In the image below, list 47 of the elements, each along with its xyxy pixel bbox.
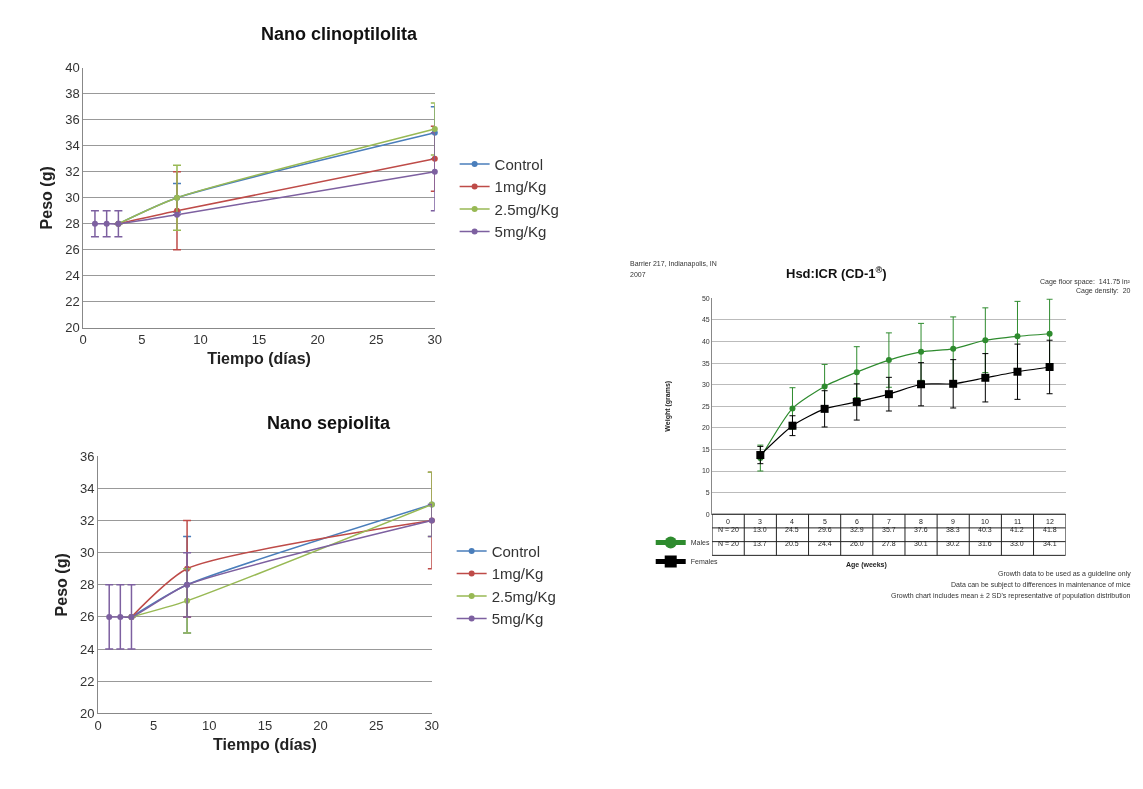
y-tick-label: 32 xyxy=(65,164,80,180)
y-tick-label: 24 xyxy=(80,641,95,657)
x-tick-label: 20 xyxy=(310,332,325,348)
y-tick-label: 24 xyxy=(65,268,80,284)
y-tick-label: 40 xyxy=(65,60,80,76)
y-tick-label: 32 xyxy=(80,513,95,529)
y-tick-label: 26 xyxy=(80,609,95,625)
y-tick-label: 30 xyxy=(80,545,95,561)
y-tick-label: 26 xyxy=(65,242,80,258)
legend-label: 5mg/Kg xyxy=(494,223,547,241)
y-tick-label: 28 xyxy=(65,216,80,232)
x-axis-title: Tiempo (días) xyxy=(207,350,311,368)
y-tick-label: 34 xyxy=(80,480,95,496)
x-tick-label: 10 xyxy=(193,332,208,348)
y-tick-label: 30 xyxy=(65,190,80,206)
chart-title: Nano clinoptilolita xyxy=(261,24,418,44)
y-tick-label: 20 xyxy=(65,320,80,336)
y-axis-title: Peso (g) xyxy=(38,166,56,230)
legend-label: 1mg/Kg xyxy=(491,565,544,583)
chart-title: Nano sepiolita xyxy=(267,413,392,433)
legend-label: 2.5mg/Kg xyxy=(494,200,559,218)
x-tick-label: 20 xyxy=(313,717,328,733)
x-tick-label: 5 xyxy=(150,717,158,733)
legend-label: 2.5mg/Kg xyxy=(491,587,556,605)
x-tick-label: 30 xyxy=(427,332,443,348)
y-tick-label: 22 xyxy=(80,673,95,689)
x-tick-label: 5 xyxy=(138,332,146,348)
x-tick-label: 15 xyxy=(257,717,273,733)
legend-label: 1mg/Kg xyxy=(494,178,547,196)
x-axis-title: Tiempo (días) xyxy=(213,735,317,753)
legend-label: 5mg/Kg xyxy=(491,610,544,628)
x-tick-label: 25 xyxy=(368,717,384,733)
y-tick-label: 38 xyxy=(65,86,80,102)
y-axis-title: Peso (g) xyxy=(52,553,70,617)
y-tick-label: 28 xyxy=(80,577,95,593)
y-tick-label: 22 xyxy=(65,294,80,310)
y-tick-label: 34 xyxy=(65,138,80,154)
y-tick-label: 20 xyxy=(80,705,95,721)
x-tick-label: 10 xyxy=(202,717,217,733)
chart-title: Hsd:ICR (CD-1$^{®}$) xyxy=(786,265,887,282)
x-tick-label: 30 xyxy=(424,717,440,733)
legend-label: Control xyxy=(494,155,543,173)
x-tick-label: 25 xyxy=(368,332,384,348)
legend-label: Control xyxy=(491,542,541,560)
x-tick-label: 15 xyxy=(251,332,267,348)
y-tick-label: 36 xyxy=(80,448,95,464)
y-tick-label: 36 xyxy=(65,112,80,128)
